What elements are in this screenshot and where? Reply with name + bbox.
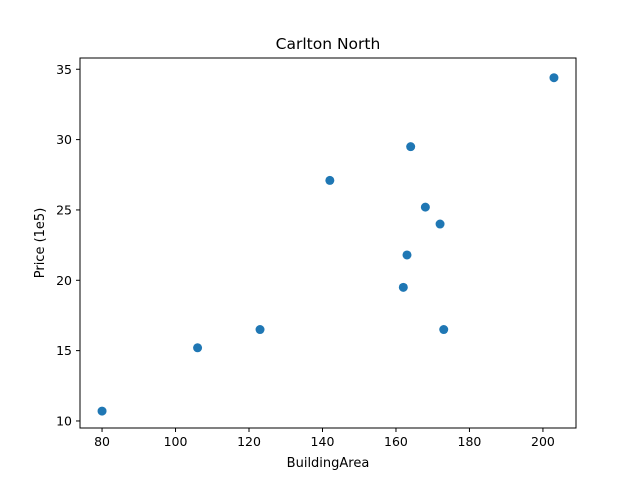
data-point [325,175,335,185]
data-point [549,73,559,83]
y-tick-label: 20 [56,273,72,288]
x-tick-label: 200 [531,434,555,449]
data-point [402,250,412,260]
x-tick-label: 160 [384,434,408,449]
data-point [255,325,265,335]
x-axis: 80 100 120 140 160 180 200 [94,428,555,449]
y-tick-label: 35 [56,62,72,77]
x-tick-label: 80 [94,434,110,449]
data-point [406,142,416,152]
data-point [398,282,408,292]
x-tick-label: 180 [458,434,482,449]
data-point [435,219,445,229]
data-point [193,343,203,353]
x-tick-label: 120 [237,434,261,449]
data-point [97,406,107,416]
y-axis-label: Price (1e5) [33,208,48,279]
chart-title: Carlton North [276,35,381,53]
x-tick-label: 140 [311,434,335,449]
y-axis: 10 15 20 25 30 35 [56,62,80,428]
plot-area [79,57,577,429]
y-tick-label: 30 [56,132,72,147]
data-point [439,325,449,335]
data-points [97,73,559,416]
x-tick-label: 100 [164,434,188,449]
x-axis-label: BuildingArea [287,456,370,471]
y-tick-label: 15 [56,343,72,358]
y-tick-label: 10 [56,413,72,428]
y-tick-label: 25 [56,202,72,217]
data-point [420,202,430,212]
